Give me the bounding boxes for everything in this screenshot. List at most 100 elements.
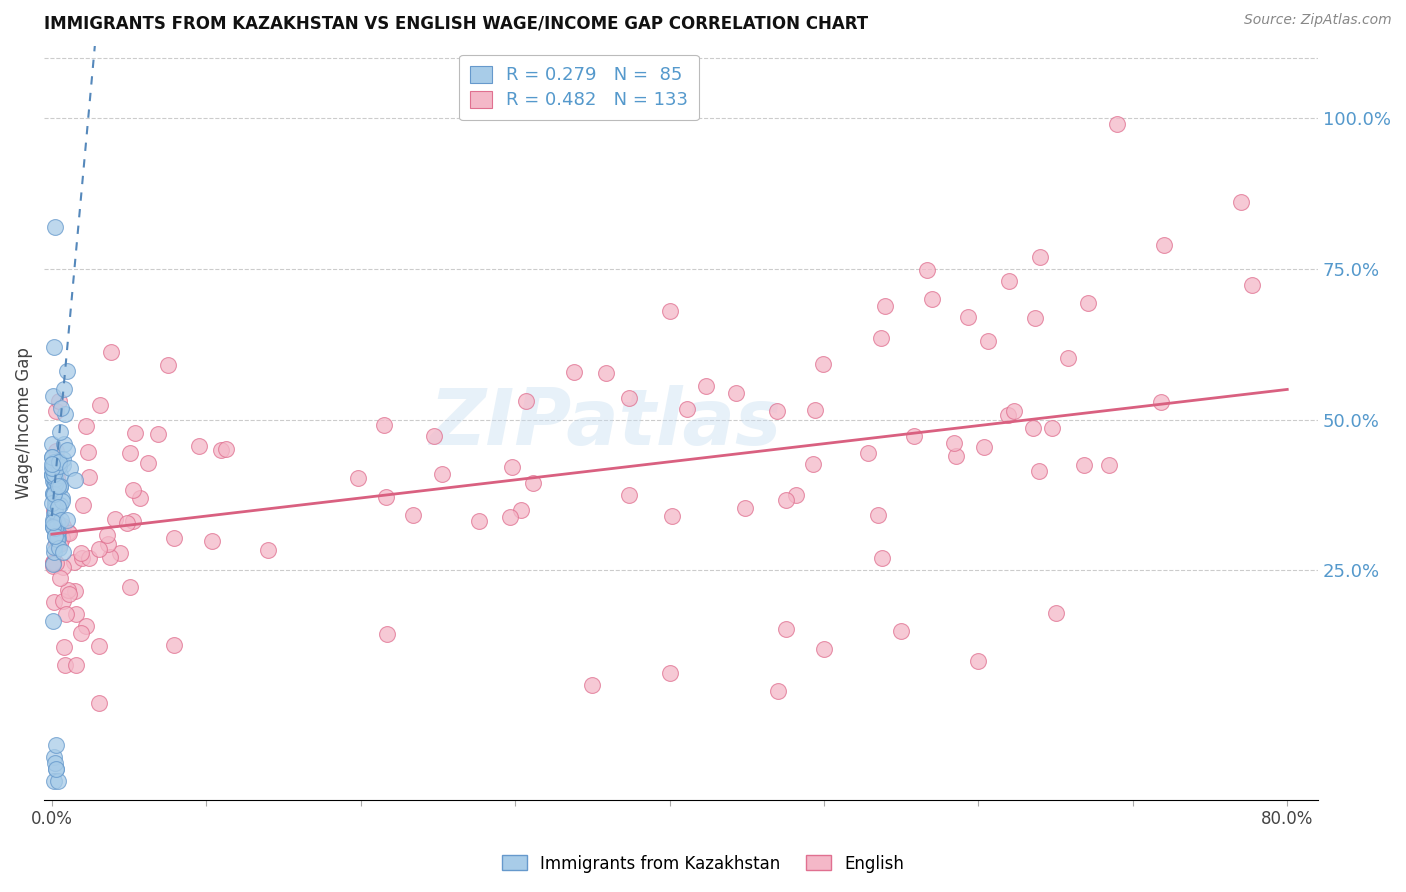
Point (46, 500, 69, 514)
Point (41, 461, 63, 475)
Point (375, 490, 398, 504)
Point (44, 454, 66, 468)
Point (658, 665, 681, 680)
Point (522, 475, 544, 490)
Point (1021, 421, 1043, 435)
Point (42, 476, 65, 491)
Point (89, 696, 111, 710)
Point (214, 442, 236, 456)
Point (187, 439, 209, 453)
Point (257, 543, 280, 558)
Point (42, 519, 65, 533)
Point (42, 774, 65, 789)
Point (44, 529, 66, 543)
Point (42, 456, 65, 470)
Point (921, 292, 943, 306)
Point (51, 531, 73, 545)
Point (70, 626, 93, 640)
Point (41, 436, 63, 450)
Point (89, 639, 111, 653)
Point (977, 334, 1000, 349)
Point (967, 654, 990, 668)
Point (42, 486, 65, 500)
Point (41, 468, 63, 483)
Point (1040, 420, 1063, 434)
Point (775, 492, 797, 507)
Point (46, 533, 69, 547)
Point (1230, 195, 1253, 210)
Point (45, 471, 67, 485)
Point (804, 403, 827, 417)
Point (77, 550, 100, 565)
Point (515, 393, 537, 408)
Point (676, 401, 699, 416)
Point (89, 398, 111, 412)
Point (63, 583, 86, 598)
Point (122, 514, 145, 528)
Point (45, 464, 67, 478)
Point (41, 450, 63, 464)
Y-axis label: Wage/Income Gap: Wage/Income Gap (15, 347, 32, 499)
Point (42, 467, 65, 481)
Point (129, 491, 152, 506)
Point (58, 587, 80, 601)
Point (695, 379, 717, 393)
Point (765, 404, 787, 418)
Point (48, 425, 70, 439)
Point (997, 408, 1019, 422)
Point (45, 403, 67, 417)
Point (49, 401, 72, 415)
Point (45, 536, 67, 550)
Point (44, 476, 66, 491)
Point (48, 571, 70, 585)
Point (108, 546, 131, 560)
Point (56, 525, 79, 540)
Point (52, 519, 75, 533)
Point (617, 488, 640, 502)
Point (813, 357, 835, 371)
Point (115, 516, 138, 530)
Point (1240, 277, 1263, 292)
Point (59, 460, 82, 475)
Point (1045, 606, 1067, 620)
Point (72, 498, 94, 512)
Point (53, 383, 76, 397)
Point (46, 454, 69, 468)
Point (42, 558, 65, 572)
Point (124, 426, 146, 441)
Point (53, 407, 76, 421)
Point (44, 505, 66, 519)
Point (499, 510, 522, 524)
Point (45, 456, 67, 470)
Point (813, 641, 835, 656)
Point (87, 541, 110, 556)
Point (1028, 464, 1050, 478)
Point (41, 513, 63, 527)
Point (998, 274, 1021, 288)
Point (42, 555, 65, 569)
Point (42, 540, 65, 554)
Point (1150, 395, 1173, 409)
Point (785, 488, 807, 502)
Point (581, 678, 603, 692)
Point (77, 445, 100, 459)
Point (617, 391, 640, 405)
Point (56, 513, 79, 527)
Point (49, 519, 72, 533)
Point (136, 456, 159, 470)
Point (63, 473, 86, 487)
Point (943, 436, 966, 450)
Point (873, 299, 896, 313)
Point (49, 537, 72, 551)
Point (870, 551, 893, 566)
Point (1153, 237, 1175, 252)
Point (48, 498, 70, 512)
Point (1073, 458, 1095, 473)
Point (48, 541, 70, 556)
Point (42, 456, 65, 470)
Point (501, 459, 523, 474)
Point (51, 545, 73, 559)
Point (432, 467, 454, 482)
Point (41, 468, 63, 483)
Point (118, 446, 141, 460)
